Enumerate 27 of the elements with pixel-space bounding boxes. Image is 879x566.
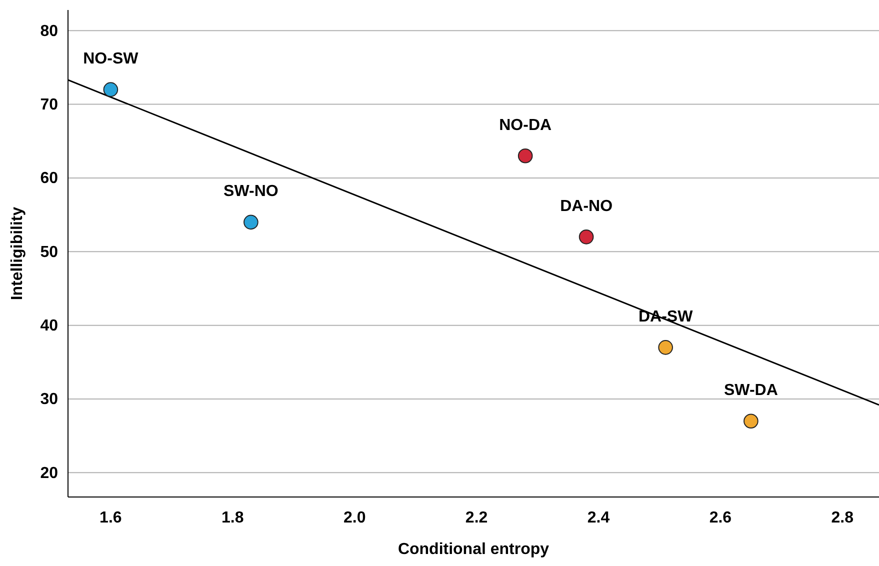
y-axis-title: Intelligibility (9, 206, 26, 300)
y-tick-label: 70 (40, 96, 58, 114)
y-tick-label: 50 (40, 244, 58, 261)
x-tick-label: 1.6 (100, 509, 122, 526)
x-tick-label: 2.8 (831, 509, 854, 526)
y-tick-label: 60 (40, 170, 58, 188)
point (103, 82, 118, 97)
annotation: DA-NO (560, 198, 613, 215)
x-tick-label: 2.4 (587, 509, 610, 526)
point (244, 214, 258, 230)
x-axis-title: Conditional entropy (398, 541, 550, 558)
annotation: NO-SW (83, 50, 140, 68)
point (578, 230, 594, 244)
y-tick-label: 40 (40, 317, 58, 334)
y-tick-label: 30 (40, 391, 58, 408)
annotation: SW-DA (724, 382, 778, 400)
annotation: SW-NO (224, 183, 278, 200)
point (658, 340, 673, 355)
x-tick-label: 1.8 (222, 509, 244, 526)
y-tick-label: 80 (40, 22, 58, 40)
x-tick-label: 2.0 (343, 509, 366, 526)
annotation: NO-DA (499, 116, 552, 134)
x-tick-label: 2.2 (465, 509, 488, 526)
point (744, 414, 758, 429)
point (518, 148, 533, 164)
x-tick-label: 2.6 (709, 509, 732, 526)
y-tick-label: 20 (40, 464, 58, 482)
